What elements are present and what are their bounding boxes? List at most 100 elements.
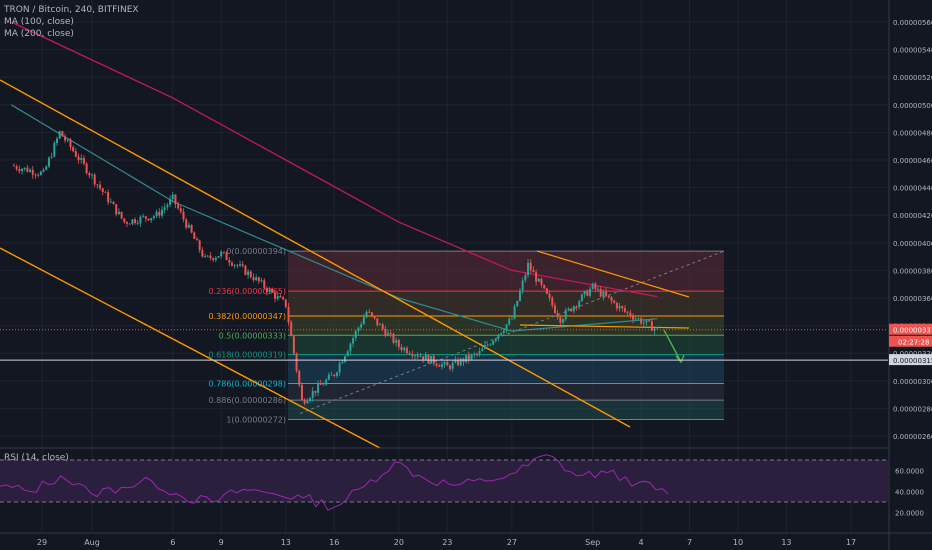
candle-body <box>559 317 562 323</box>
fib-retracement[interactable]: 0(0.00000394) 0.236(0.00000365) 0.382(0.00… <box>209 247 725 424</box>
candle-body <box>537 278 540 282</box>
candle-body <box>352 338 355 344</box>
candle-body <box>155 211 158 217</box>
candle-body <box>23 167 26 170</box>
candle-body <box>599 288 602 297</box>
candle-body <box>222 251 225 253</box>
candle-body <box>338 363 341 373</box>
fib-level-label: 0.5(0.00000333) <box>219 331 286 340</box>
candle-body <box>427 354 430 363</box>
candle-body <box>66 139 69 141</box>
candle-body <box>274 292 277 299</box>
candle-body <box>53 143 56 157</box>
candle-body <box>626 311 629 313</box>
candle-body <box>578 301 581 307</box>
candle-body <box>185 219 188 228</box>
candle-body <box>373 315 376 319</box>
candle-body <box>510 318 513 320</box>
candle-body <box>395 340 398 343</box>
candle-body <box>481 348 484 352</box>
channel-lower-line <box>0 247 381 449</box>
last-price-tag-bg <box>889 323 932 335</box>
candle-body <box>117 211 120 215</box>
candle-body <box>322 384 325 386</box>
candle-body <box>263 280 266 288</box>
candle-body <box>115 204 118 215</box>
price-tick: 0.00000480 <box>893 129 932 137</box>
candle-body <box>516 300 519 307</box>
trend-lines[interactable] <box>0 79 690 449</box>
projection-arrow <box>663 329 682 363</box>
rsi-band <box>0 460 888 502</box>
candle-body <box>529 262 532 271</box>
candle-body <box>556 313 559 318</box>
candle-body <box>268 289 271 292</box>
candle-body <box>597 288 600 290</box>
candle-body <box>204 255 207 257</box>
candle-body <box>123 218 126 223</box>
time-tick: 27 <box>507 538 517 547</box>
candle-body <box>457 359 460 366</box>
price-tick: 0.00000540 <box>893 47 932 55</box>
candle-body <box>325 379 328 385</box>
candle-body <box>430 355 433 363</box>
price-tick: 0.00000380 <box>893 267 932 275</box>
candle-body <box>15 166 18 170</box>
candle-body <box>486 344 489 346</box>
candle-body <box>26 167 29 172</box>
candle-body <box>45 166 48 170</box>
fib-level-label: 0.236(0.00000365) <box>209 287 287 296</box>
candle-body <box>489 344 492 346</box>
candle-body <box>214 257 217 261</box>
candle-body <box>147 218 150 221</box>
candle-body <box>171 194 174 200</box>
time-tick: 13 <box>781 538 791 547</box>
candle-body <box>335 372 338 377</box>
candle-body <box>650 321 653 331</box>
candle-body <box>212 258 215 261</box>
candle-body <box>397 340 400 348</box>
candle-body <box>384 329 387 336</box>
fib-level-label: 0.786(0.00000298) <box>209 380 287 389</box>
candle-body <box>521 280 524 291</box>
candle-body <box>209 255 212 259</box>
candle-body <box>276 295 279 299</box>
candle-body <box>249 271 252 278</box>
candle-body <box>37 174 40 176</box>
countdown-tag-bg <box>889 335 932 347</box>
candle-body <box>206 255 209 257</box>
candle-body <box>179 208 182 212</box>
crosshair-tag-bg <box>889 354 932 366</box>
candle-body <box>645 320 648 323</box>
candle-body <box>317 383 320 393</box>
candle-body <box>295 353 298 371</box>
candle-body <box>303 400 306 404</box>
fib-level-label: 0.886(0.00000286) <box>209 396 287 405</box>
price-tick: 0.00000280 <box>893 405 932 413</box>
crosshair-tag: 0.00000315 <box>893 357 932 365</box>
candle-body <box>290 322 293 337</box>
candle-body <box>518 290 521 301</box>
rsi-pane <box>0 447 932 511</box>
candle-body <box>107 192 110 203</box>
time-tick: 13 <box>281 538 291 547</box>
candle-body <box>637 318 640 320</box>
candle-body <box>50 156 53 158</box>
rsi-tick: 60.0000 <box>895 468 924 476</box>
candle-body <box>247 271 250 275</box>
candle-body <box>298 370 301 385</box>
symbol-title: TRON / Bitcoin, 240, BITFINEX <box>4 5 139 15</box>
candle-body <box>177 204 180 209</box>
candle-body <box>564 310 567 320</box>
last-price-tag: 0.00000337 <box>893 327 932 335</box>
candle-body <box>109 201 112 203</box>
candle-body <box>96 184 99 186</box>
time-axis[interactable]: 29 Aug 6 9 13 16 20 23 27 Sep 4 7 10 13 17 <box>0 532 932 547</box>
price-tick: 0.00000420 <box>893 212 932 220</box>
candle-body <box>535 272 538 282</box>
candle-body <box>198 240 201 251</box>
candle-body <box>182 211 185 220</box>
candle-body <box>575 306 578 308</box>
